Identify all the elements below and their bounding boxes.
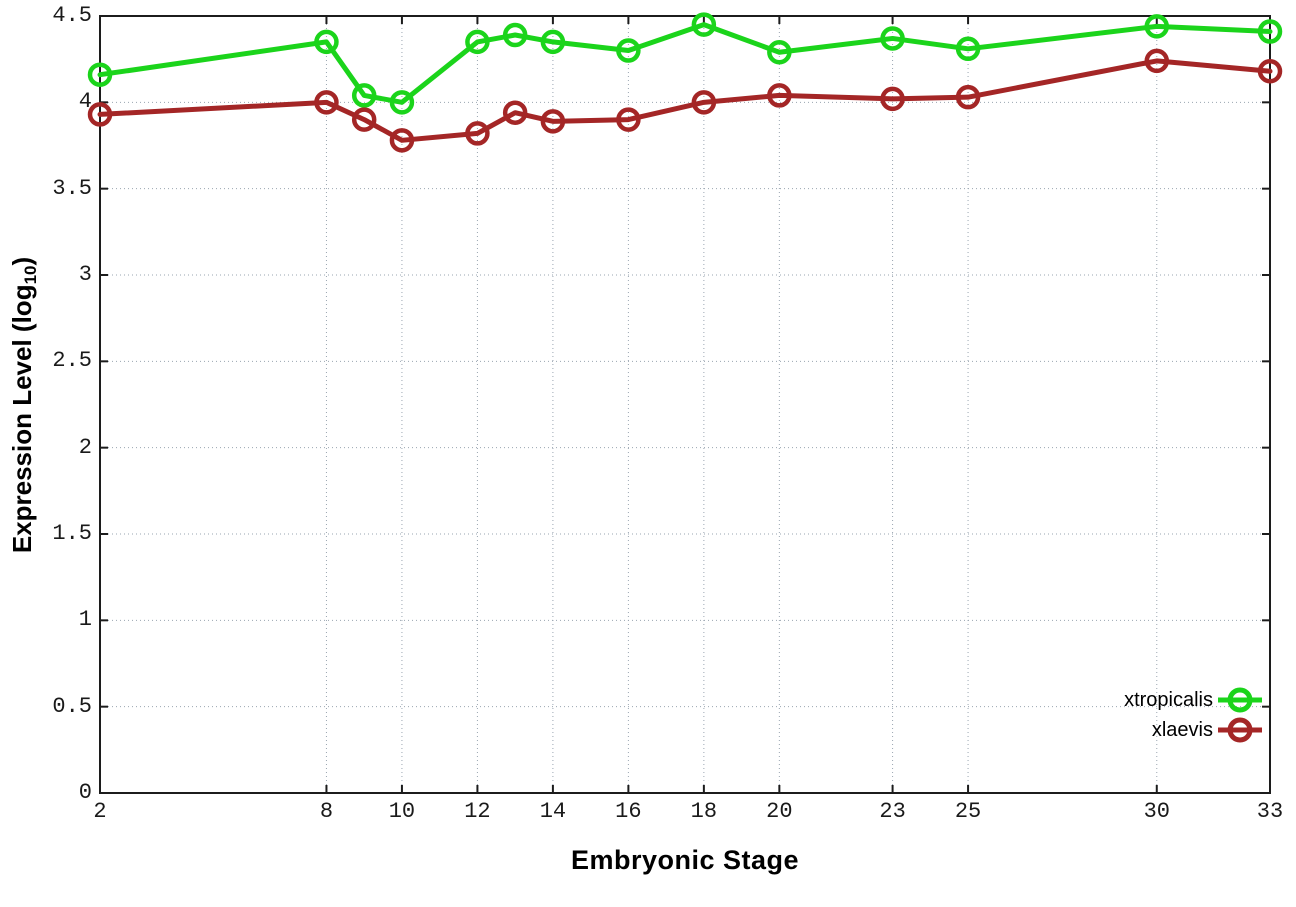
y-tick-label-1: 1 (78, 607, 92, 633)
x-tick-label-16: 16 (615, 799, 642, 824)
x-axis-title: Embryonic Stage (570, 845, 800, 875)
data-point-xtropicalis (314, 29, 339, 55)
y-tick-label-4.5: 4.5 (52, 3, 92, 28)
data-point-xlaevis (1144, 48, 1170, 74)
plot-border (99, 15, 1271, 794)
data-point-xlaevis (87, 102, 113, 127)
data-point-xlaevis (540, 109, 566, 134)
x-tick-label-25: 25 (954, 799, 982, 824)
data-point-xtropicalis (616, 38, 641, 63)
data-point-xtropicalis (691, 12, 717, 37)
y-axis-title: Expression Level (log10) (7, 195, 41, 615)
data-point-xtropicalis (87, 62, 113, 87)
y-axis-title-text: Expression Level (log (7, 284, 37, 554)
x-tick-label-10: 10 (388, 799, 416, 824)
x-tick-label-8: 8 (319, 799, 334, 824)
data-point-xtropicalis (955, 36, 981, 62)
data-point-xlaevis (880, 86, 905, 112)
data-point-xlaevis (502, 100, 528, 125)
legend-marker-circle-xtropicalis (1227, 687, 1253, 713)
y-tick-label-1.5: 1.5 (52, 521, 92, 546)
data-point-xlaevis (616, 107, 641, 132)
x-tick-label-23: 23 (879, 799, 906, 824)
legend-label-xlaevis: xlaevis (1151, 719, 1213, 741)
data-point-xtropicalis (540, 29, 566, 55)
data-point-xlaevis (314, 90, 339, 115)
data-point-xlaevis (955, 84, 981, 110)
x-tick-label-30: 30 (1143, 799, 1170, 824)
x-tick-label-33: 33 (1256, 799, 1284, 824)
chart-line-xlaevis (97, 58, 1273, 143)
x-tick-label-20: 20 (766, 799, 793, 824)
x-tick-label-18: 18 (690, 799, 718, 824)
x-tick-label-2: 2 (93, 799, 107, 824)
y-tick-label-3.5: 3.5 (52, 175, 92, 201)
data-point-xtropicalis (1144, 14, 1170, 39)
x-tick-label-14: 14 (539, 799, 567, 824)
legend-marker-circle-xlaevis (1227, 717, 1253, 743)
chart-line-xtropicalis (97, 22, 1273, 105)
data-point-xtropicalis (880, 26, 905, 51)
data-point-xtropicalis (767, 40, 792, 65)
y-tick-label-4: 4 (78, 89, 92, 115)
x-tick-label-12: 12 (464, 799, 491, 824)
data-point-xlaevis (389, 128, 415, 153)
data-point-xlaevis (1257, 59, 1283, 84)
data-point-xlaevis (351, 107, 377, 132)
data-point-xtropicalis (351, 83, 377, 108)
data-point-xlaevis (767, 83, 792, 108)
legend-label-xtropicalis: xtropicalis (1124, 689, 1213, 711)
y-tick-label-2: 2 (78, 434, 92, 460)
data-point-xlaevis (465, 121, 490, 146)
y-tick-label-2.5: 2.5 (52, 348, 92, 374)
y-tick-label-0.5: 0.5 (52, 693, 92, 719)
data-point-xtropicalis (502, 22, 528, 48)
data-point-xtropicalis (1257, 19, 1283, 44)
data-point-xtropicalis (389, 90, 415, 115)
data-point-xlaevis (691, 90, 717, 115)
y-tick-label-3: 3 (78, 262, 92, 287)
y-tick-label-0: 0 (78, 780, 92, 805)
data-point-xtropicalis (465, 29, 490, 55)
